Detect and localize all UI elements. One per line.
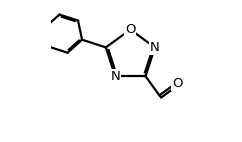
Text: O: O [172,78,183,90]
Text: N: N [110,70,120,83]
Text: N: N [150,41,160,54]
Text: O: O [125,23,136,36]
